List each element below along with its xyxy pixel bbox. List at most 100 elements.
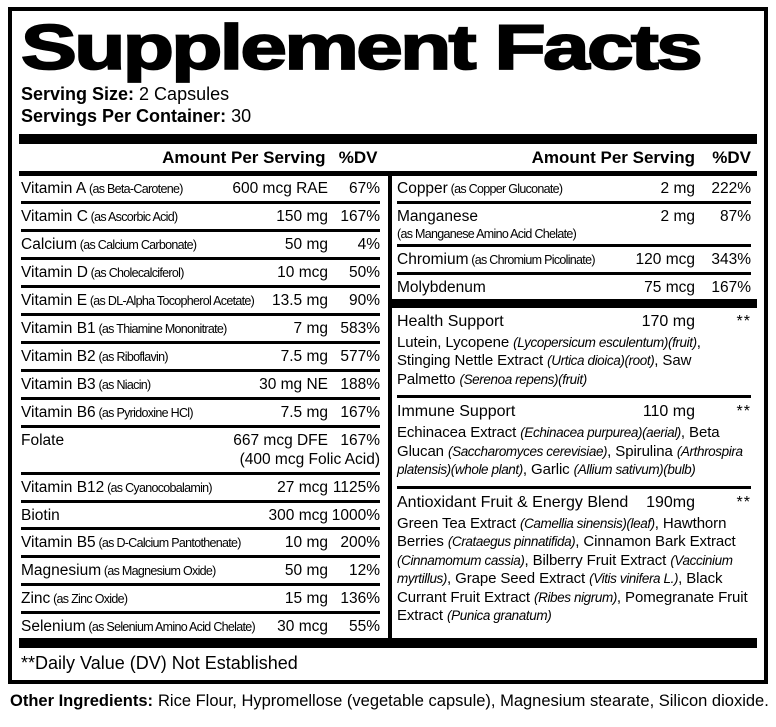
nutrient-form: (as Copper Gluconate) — [447, 181, 563, 196]
nutrient-name: Zinc (as Zinc Oxide) — [21, 589, 285, 609]
ingredient-text: , Beta Glucan — [397, 424, 720, 460]
nutrient-amount: 600 mcg RAE — [232, 179, 328, 197]
serving-size-label: Serving Size: — [21, 83, 135, 104]
botanical-name: (Ribes nigrum) — [534, 589, 617, 605]
blend-section-bar — [392, 298, 757, 308]
botanical-name: (Lycopersicum esculentum)(fruit) — [513, 334, 697, 350]
servings-per-container-value: 30 — [231, 105, 252, 126]
nutrient-amount: 2 mg — [660, 207, 695, 225]
servings-per-container-line: Servings Per Container: 30 — [21, 105, 757, 127]
nutrient-name-text: Selenium — [21, 617, 86, 635]
nutrient-name-text: Vitamin B12 — [21, 478, 105, 496]
nutrient-name: Selenium (as Selenium Amino Acid Chelate… — [21, 617, 277, 637]
ingredient-text: , Stinging Nettle Extract — [397, 333, 701, 370]
blend-amount: 110 mg — [642, 403, 695, 421]
blend-ingredients: Echinacea Extract (Echinacea purpurea)(a… — [397, 424, 751, 480]
blend-amount: 190mg — [646, 493, 695, 511]
ingredient-text: , Garlic — [522, 461, 574, 479]
blend-header: Antioxidant Fruit & Energy Blend 190mg ** — [397, 493, 751, 513]
ingredient-text: , Bilberry Fruit Extract — [524, 551, 671, 569]
nutrient-amount: 7.5 mg — [280, 347, 328, 365]
botanical-name: (Saccharomyces cerevisiae) — [448, 443, 608, 459]
nutrient-dv: 12% — [348, 561, 380, 579]
nutrient-amount: 7.5 mg — [280, 403, 328, 421]
nutrient-name-text: Zinc — [21, 589, 51, 607]
right-column-headers: Amount Per Serving %DV — [386, 148, 758, 168]
ingredient-text: Green Tea Extract — [397, 514, 520, 532]
nutrient-name: Vitamin E (as DL-Alpha Tocopherol Acetat… — [21, 291, 272, 311]
nutrient-dv: 343% — [711, 250, 751, 268]
blend-dv: ** — [736, 312, 751, 330]
blend-amount: 170 mg — [641, 312, 695, 330]
nutrient-form: (as Zinc Oxide) — [50, 591, 128, 606]
nutrient-name: Vitamin D (as Cholecalciferol) — [21, 263, 277, 283]
nutrient-name-text: Vitamin D — [21, 263, 88, 281]
nutrient-name-text: Folate — [21, 431, 65, 449]
blend-section: Immune Support 110 mg ** Echinacea Extract … — [397, 398, 751, 489]
blend-header: Immune Support 110 mg ** — [397, 402, 751, 422]
nutrient-row: Vitamin B6 (as Pyridoxine HCl) 7.5 mg 167% — [21, 400, 380, 428]
nutrient-amount: 75 mcg — [644, 278, 695, 296]
nutrient-dv: 577% — [340, 347, 380, 365]
other-ingredients-label: Other Ingredients: — [10, 692, 154, 710]
nutrient-form: (as DL-Alpha Tocopherol Acetate) — [87, 293, 255, 308]
botanical-name: (Crataegus pinnatifida) — [447, 534, 576, 550]
left-column-headers: Amount Per Serving %DV — [19, 148, 386, 168]
blend-section: Antioxidant Fruit & Energy Blend 190mg ** G… — [397, 489, 751, 632]
botanical-name: (Vitis vinifera L.) — [589, 571, 679, 587]
nutrient-name-text: Manganese — [397, 207, 479, 225]
nutrient-dv: 50% — [348, 263, 380, 281]
nutrient-form: (as Magnesium Oxide) — [101, 563, 216, 578]
nutrient-dv: 90% — [348, 291, 380, 309]
nutrient-dv: 87% — [719, 207, 751, 225]
nutrient-amount: 7 mg — [293, 319, 328, 337]
nutrient-name-text: Magnesium — [21, 561, 102, 579]
nutrient-amount: 120 mcg — [635, 250, 695, 268]
dv-header-right: %DV — [712, 147, 751, 167]
nutrient-row: Vitamin C (as Ascorbic Acid) 150 mg 167% — [21, 204, 380, 232]
nutrient-amount: 2 mg — [660, 179, 695, 197]
nutrient-row: Folate 667 mcg DFE 167% (400 mcg Folic Acid… — [21, 428, 380, 475]
nutrient-form: (as Selenium Amino Acid Chelate) — [85, 619, 255, 634]
nutrient-name-text: Vitamin B1 — [21, 319, 96, 337]
amount-per-serving-header-right: Amount Per Serving — [531, 147, 695, 167]
nutrient-name-text: Vitamin C — [21, 207, 88, 225]
nutrient-form: (as Cholecalciferol) — [87, 265, 185, 280]
nutrient-row: Chromium (as Chromium Picolinate) 120 mcg… — [397, 247, 751, 275]
label-title: Supplement Facts — [20, 13, 704, 83]
nutrient-amount: 30 mcg — [277, 617, 328, 635]
nutrient-name-text: Molybdenum — [397, 278, 486, 296]
nutrient-dv: 4% — [357, 235, 380, 253]
right-nutrient-column: Copper (as Copper Gluconate) 2 mg 222% Mang… — [388, 175, 757, 638]
botanical-name: (Camellia sinensis)(leaf) — [519, 515, 655, 531]
nutrient-row: Biotin 300 mcg 1000% — [21, 503, 380, 530]
nutrient-name: Calcium (as Calcium Carbonate) — [21, 235, 285, 255]
nutrient-row: Vitamin A (as Beta-Carotene) 600 mcg RAE 6… — [21, 176, 380, 204]
nutrient-form: (as Riboflavin) — [95, 349, 168, 364]
left-nutrient-column: Vitamin A (as Beta-Carotene) 600 mcg RAE 6… — [19, 176, 388, 638]
nutrient-amount: 10 mcg — [277, 263, 328, 281]
nutrient-row: Copper (as Copper Gluconate) 2 mg 222% — [397, 176, 751, 204]
nutrient-amount-secondary: (400 mcg Folic Acid) — [239, 450, 380, 468]
nutrient-form: (as Beta-Carotene) — [86, 181, 183, 196]
nutrient-columns: Vitamin A (as Beta-Carotene) 600 mcg RAE 6… — [19, 175, 757, 638]
botanical-name: (Cinnamomum cassia) — [397, 552, 525, 568]
ingredient-text: , Cinnamon Bark Extract — [575, 533, 736, 551]
nutrient-name: Vitamin B5 (as D-Calcium Pantothenate) — [21, 533, 285, 553]
dv-header-left: %DV — [338, 147, 378, 167]
nutrient-dv: 1000% — [331, 506, 380, 524]
nutrient-form: (as Niacin) — [95, 377, 151, 392]
nutrient-name-text: Vitamin B6 — [21, 403, 96, 421]
nutrient-dv: 188% — [340, 375, 380, 393]
nutrient-form: (as D-Calcium Pantothenate) — [95, 535, 241, 550]
nutrient-row: Magnesium (as Magnesium Oxide) 50 mg 12% — [21, 558, 380, 586]
amount-per-serving-header-left: Amount Per Serving — [162, 147, 326, 167]
nutrient-name-text: Vitamin B5 — [21, 533, 96, 551]
nutrient-row: Vitamin B5 (as D-Calcium Pantothenate) 10… — [21, 530, 380, 558]
nutrient-row: Selenium (as Selenium Amino Acid Chelate… — [21, 614, 380, 638]
label-box: Supplement Facts Serving Size: 2 Capsules… — [8, 7, 768, 684]
nutrient-form: (as Manganese Amino Acid Chelate) — [397, 226, 577, 241]
nutrient-dv: 1125% — [332, 478, 380, 496]
footer-divider-bar — [19, 638, 757, 648]
botanical-name: (Echinacea purpurea)(aerial) — [520, 425, 681, 441]
